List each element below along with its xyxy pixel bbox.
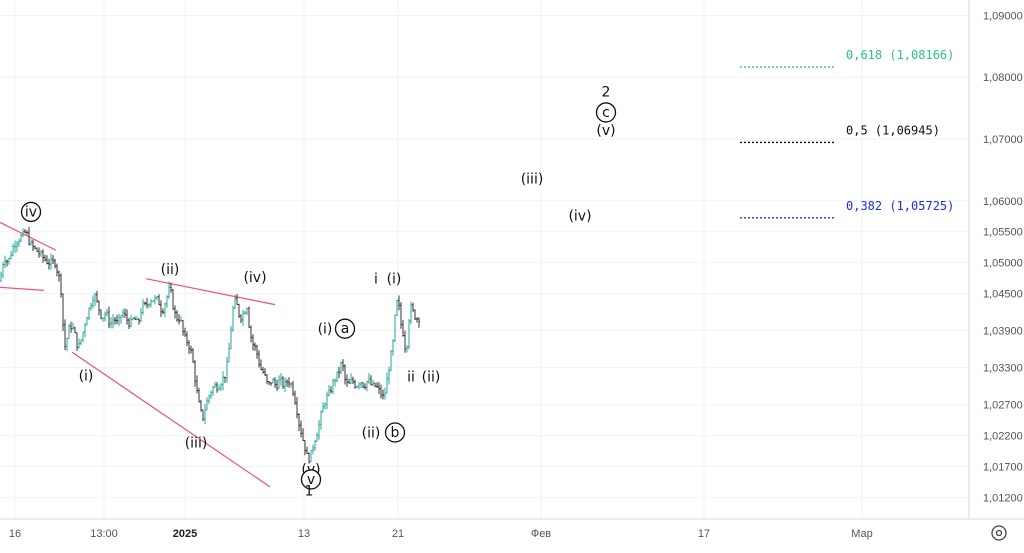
y-tick-label: 1,06000 (983, 196, 1023, 208)
wave-label: (i) (318, 322, 333, 338)
wave-label: iv (25, 204, 37, 220)
trendline[interactable] (0, 221, 57, 251)
wave-label: b (391, 425, 400, 441)
wave-label: ii (407, 369, 415, 385)
y-tick-label: 1,02700 (983, 400, 1023, 412)
y-tick-label: 1,05000 (983, 258, 1023, 270)
trendlines (0, 221, 276, 488)
wave-label: (ii) (161, 262, 180, 278)
fib-level-label: 0,5 (1,06945) (846, 123, 940, 137)
wave-label: (iv) (568, 209, 591, 225)
x-tick-label: 2025 (173, 528, 197, 540)
settings-gear-icon[interactable] (991, 525, 1007, 541)
x-tick-label: 13:00 (90, 528, 118, 540)
y-tick-label: 1,03300 (983, 363, 1023, 375)
y-tick-label: 1,03900 (983, 326, 1023, 338)
grid (0, 0, 969, 519)
y-tick-label: 1,05500 (983, 227, 1023, 239)
price-axis[interactable]: 1,09000 1,08000 1,07000 1,06000 1,05500 1,050… (0, 0, 1024, 520)
wave-label-circle (20, 201, 42, 223)
wave-label: (ii) (422, 369, 441, 385)
x-tick-label: 16 (9, 528, 21, 540)
wave-label: 2 (602, 84, 611, 100)
fib-level-label: 0,382 (1,05725) (846, 199, 954, 213)
fib-level-label: 0,618 (1,08166) (846, 48, 954, 62)
price-series (0, 227, 420, 464)
x-tick-label: 13 (298, 528, 310, 540)
fib-levels: 0,618 (1,08166) 0,5 (1,06945) 0,382 (1,057… (740, 48, 954, 219)
y-tick-label: 1,09000 (983, 10, 1023, 22)
wave-labels: iv (ii) (iv) i (i) (i) a (i) ii (ii) (ii) b (iii) (v)… (20, 84, 617, 500)
wave-label: c (602, 105, 610, 121)
x-tick-label: 21 (392, 528, 404, 540)
wave-label: (ii) (362, 426, 381, 442)
wave-label: i (374, 272, 378, 288)
wave-label-circle (595, 102, 617, 123)
wave-label: v (307, 472, 315, 488)
wave-label: a (341, 321, 350, 337)
wave-label: (iii) (521, 172, 544, 188)
trendline[interactable] (145, 278, 276, 306)
wave-label-circle (384, 422, 406, 443)
wave-label: (v) (596, 123, 615, 139)
wave-label-circle (334, 318, 356, 339)
trendline[interactable] (0, 286, 45, 291)
x-tick-label: Фев (531, 528, 551, 540)
time-axis[interactable]: 16 13:00 2025 13 21 Фев 17 Мар (9, 528, 873, 540)
wave-label: (iii) (185, 435, 208, 451)
wave-label: (i) (79, 369, 94, 385)
y-tick-label: 1,01700 (983, 461, 1023, 473)
y-tick-label: 1,01200 (983, 492, 1023, 504)
wave-label: (i) (387, 272, 402, 288)
y-tick-label: 1,07000 (983, 134, 1023, 146)
wave-label: 1 (305, 484, 314, 500)
y-tick-label: 1,04500 (983, 288, 1023, 300)
y-tick-label: 1,08000 (983, 72, 1023, 84)
wave-label-circle (300, 469, 322, 490)
x-tick-label: Мар (851, 528, 873, 540)
x-tick-label: 17 (698, 528, 710, 540)
wave-label: (iv) (243, 270, 266, 286)
trendline[interactable] (71, 351, 271, 488)
y-tick-label: 1,02200 (983, 431, 1023, 443)
